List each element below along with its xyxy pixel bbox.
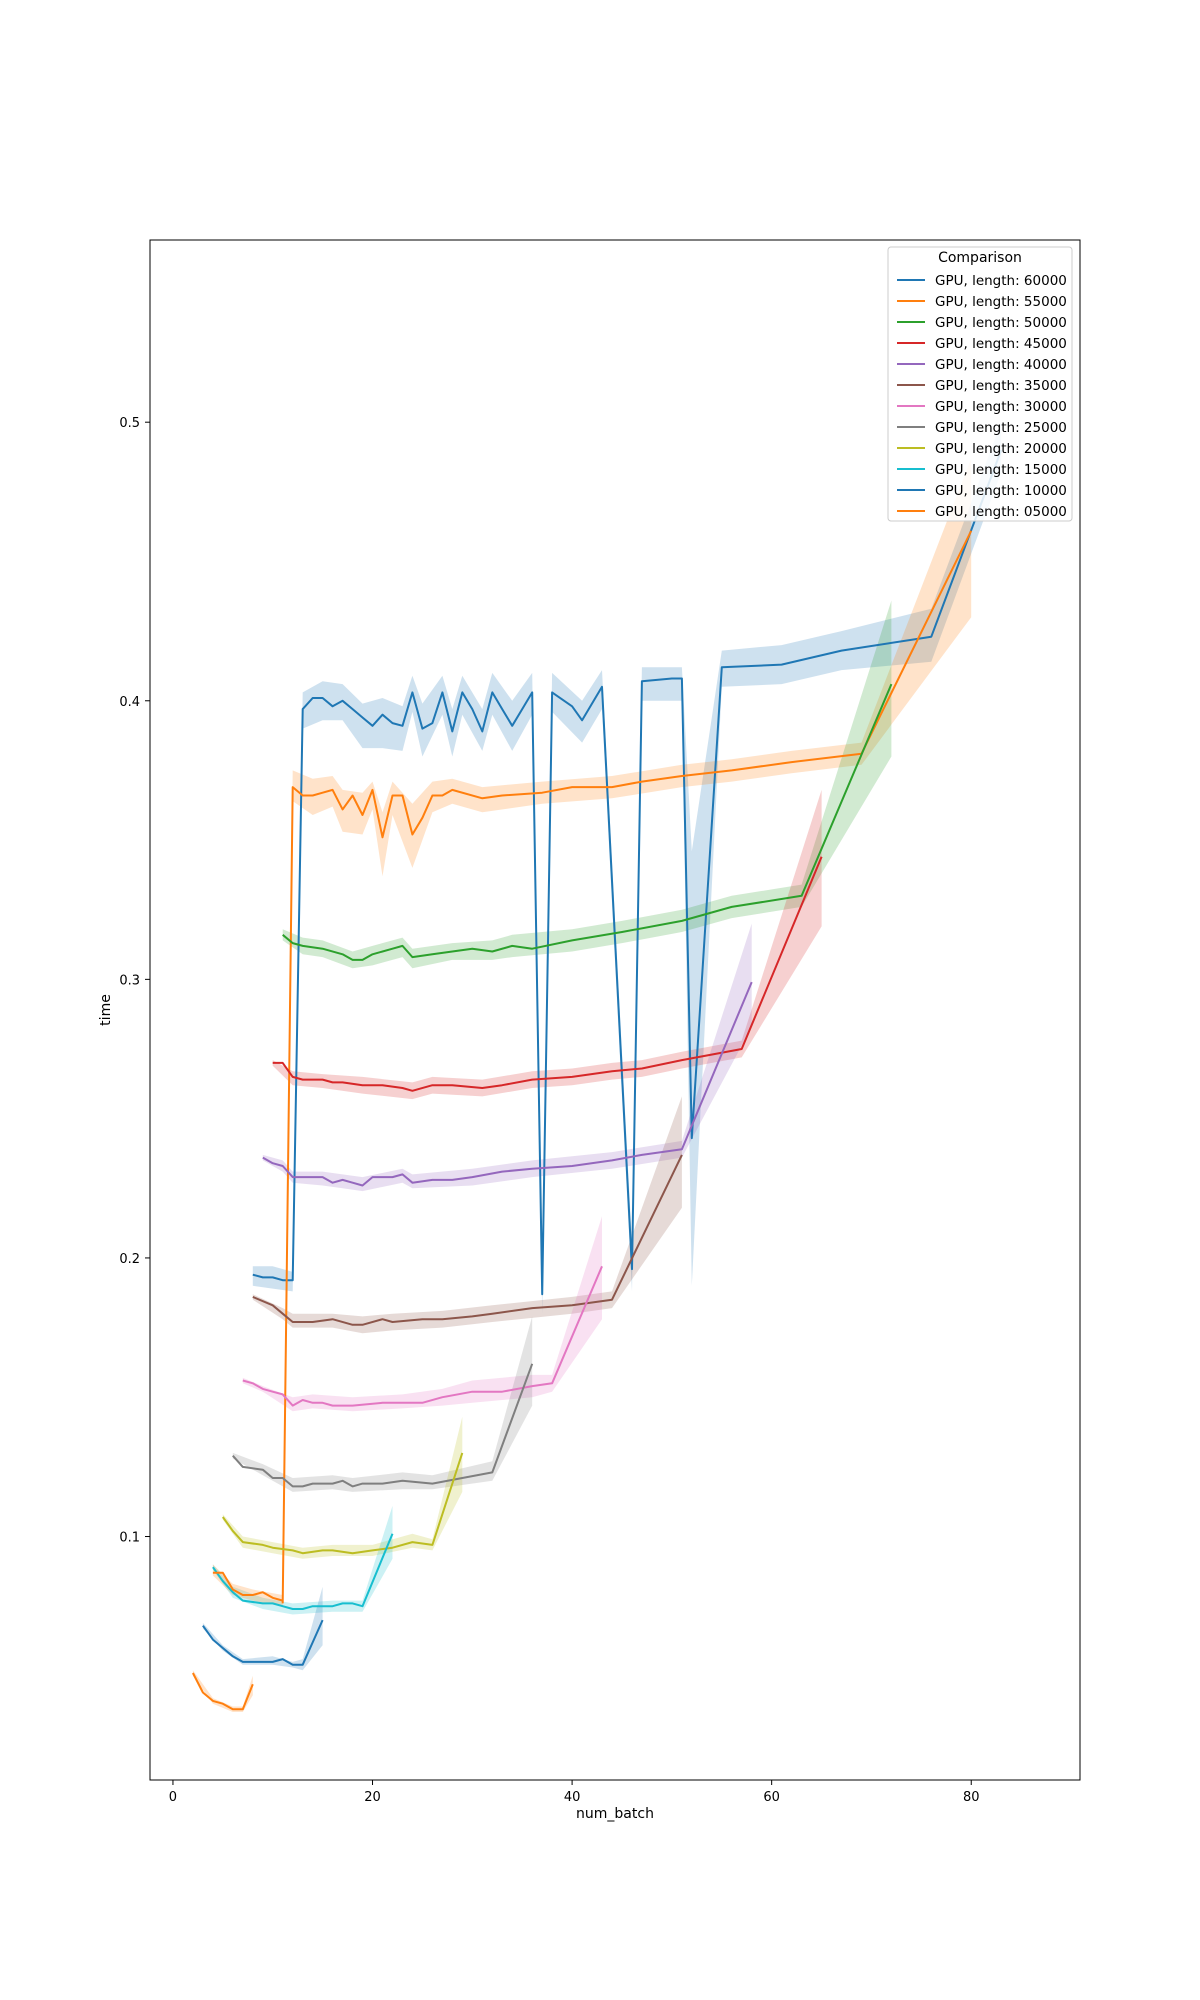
x-tick-label: 60 <box>763 1790 780 1805</box>
legend-label: GPU, length: 50000 <box>935 315 1067 331</box>
y-tick-label: 0.2 <box>119 1252 140 1267</box>
legend-label: GPU, length: 20000 <box>935 441 1067 457</box>
plot-frame <box>149 239 1081 1781</box>
series-line-gpu-length-45000 <box>272 856 823 1092</box>
legend-label: GPU, length: 55000 <box>935 294 1067 310</box>
x-tick-label: 40 <box>564 1790 581 1805</box>
series-line-gpu-length-10000 <box>202 1619 324 1666</box>
series-line-unlabeled-12 <box>212 1571 283 1602</box>
series-line-gpu-length-20000 <box>221 1452 464 1555</box>
legend-label: GPU, length: 30000 <box>935 399 1067 415</box>
confidence-band-unlabeled-12 <box>212 1564 283 1607</box>
legend-label: GPU, length: 60000 <box>935 273 1067 289</box>
y-axis-label: time <box>98 994 114 1026</box>
confidence-band-gpu-length-60000 <box>252 422 1002 1314</box>
series-line-gpu-length-60000 <box>252 449 1003 1296</box>
legend-box <box>887 246 1073 522</box>
y-tick-label: 0.3 <box>119 973 140 988</box>
series-line-gpu-length-50000 <box>282 683 893 961</box>
legend-entries: GPU, length: 60000 GPU, length: 55000 GPU,… <box>897 273 1067 520</box>
x-axis-label: num_batch <box>576 1806 654 1822</box>
x-tick-label: 0 <box>169 1790 177 1805</box>
series-line-gpu-length-15000 <box>212 1533 394 1610</box>
series-line-gpu-length-05000 <box>192 1672 254 1711</box>
series-line-gpu-length-40000 <box>262 981 753 1187</box>
series-lines <box>192 449 1003 1711</box>
legend-label: GPU, length: 05000 <box>935 504 1067 520</box>
x-axis-ticks: 0 20 40 60 80 <box>169 1780 980 1805</box>
x-tick-label: 80 <box>963 1790 980 1805</box>
legend-label: GPU, length: 15000 <box>935 462 1067 478</box>
legend-label: GPU, length: 40000 <box>935 357 1067 373</box>
y-tick-label: 0.4 <box>119 695 140 710</box>
series-line-gpu-length-30000 <box>242 1265 603 1407</box>
legend-label: GPU, length: 45000 <box>935 336 1067 352</box>
confidence-band-gpu-length-25000 <box>232 1316 533 1492</box>
y-tick-label: 0.5 <box>119 416 140 431</box>
series-line-gpu-length-35000 <box>252 1154 683 1326</box>
series-line-gpu-length-55000 <box>281 530 973 1604</box>
x-tick-label: 20 <box>364 1790 381 1805</box>
y-tick-label: 0.1 <box>119 1531 140 1546</box>
legend-title: Comparison <box>938 250 1022 266</box>
legend-label: GPU, length: 35000 <box>935 378 1067 394</box>
legend-label: GPU, length: 25000 <box>935 420 1067 436</box>
confidence-band-gpu-length-20000 <box>222 1416 463 1559</box>
legend-label: GPU, length: 10000 <box>935 483 1067 499</box>
y-axis-ticks: 0.1 0.2 0.3 0.4 0.5 <box>119 416 150 1546</box>
series-line-gpu-length-25000 <box>232 1363 534 1488</box>
